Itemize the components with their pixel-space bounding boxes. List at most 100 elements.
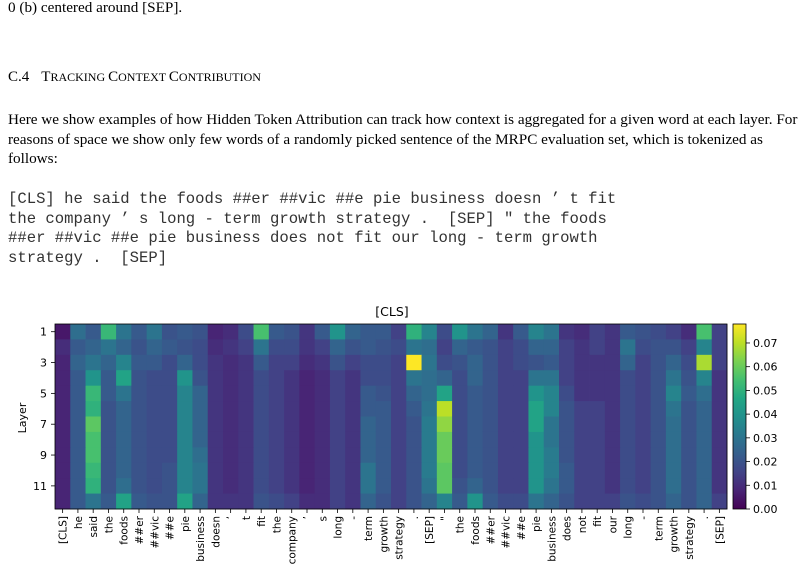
heatmap-cell: [559, 447, 575, 464]
heatmap-cell: [100, 447, 117, 464]
title-capital: C: [168, 69, 179, 85]
heatmap-cell: [681, 370, 697, 387]
heatmap-cell: [589, 447, 606, 464]
heatmap-cell: [391, 401, 407, 417]
heatmap-cell: [696, 354, 713, 371]
heatmap-cell: [268, 401, 285, 417]
heatmap-cell: [559, 339, 575, 356]
heatmap-cell: [345, 370, 361, 387]
x-tick-label: does: [562, 516, 574, 541]
heatmap-cell: [665, 401, 682, 417]
heatmap-cell: [314, 324, 331, 340]
heatmap-cell: [55, 401, 71, 417]
heatmap-cell: [452, 416, 468, 433]
heatmap-cell: [604, 478, 621, 494]
heatmap-cell: [85, 431, 102, 448]
heatmap-cell: [207, 324, 224, 340]
colorbar-tick-label: 0.07: [753, 337, 778, 350]
y-tick-label: 5: [40, 387, 47, 400]
title-small-caps: ONTRIBUTION: [178, 70, 261, 84]
heatmap-cell: [192, 478, 209, 494]
heatmap-cell: [681, 462, 697, 479]
heatmap-cell: [284, 401, 300, 417]
heatmap-title: [CLS]: [375, 304, 408, 319]
heatmap-cell: [559, 431, 575, 448]
heatmap-cell: [70, 431, 86, 448]
heatmap-cell: [268, 324, 285, 340]
heatmap-cell: [284, 385, 300, 402]
heatmap-cell: [268, 478, 285, 494]
x-tick-label: business: [195, 516, 207, 562]
heatmap-cell: [482, 385, 499, 402]
heatmap-cell: [543, 431, 560, 448]
heatmap-cell: [497, 416, 514, 433]
heatmap-cell: [482, 370, 499, 387]
y-axis-ticks: 1 3 5 7 9 11: [33, 326, 55, 493]
heatmap-cell: [253, 324, 270, 340]
heatmap-cell: [681, 493, 697, 510]
heatmap-cell: [391, 370, 407, 387]
heatmap-cell: [650, 370, 667, 387]
heatmap-cell: [299, 401, 316, 417]
heatmap-cell: [574, 416, 590, 433]
x-tick-label: term: [653, 516, 665, 541]
heatmap-cell: [70, 370, 86, 387]
heatmap-cell: [131, 447, 148, 464]
heatmap-cell: [467, 354, 484, 371]
heatmap-cell: [604, 370, 621, 387]
heatmap-cell: [604, 354, 621, 371]
heatmap-cell: [253, 385, 270, 402]
heatmap-cell: [528, 431, 545, 448]
x-tick-label: ’: [226, 516, 238, 519]
heatmap-cell: [497, 354, 514, 371]
heatmap-cell: [238, 385, 254, 402]
heatmap-cell: [528, 447, 545, 464]
heatmap-cell: [482, 339, 499, 356]
heatmap-cell: [253, 431, 270, 448]
heatmap-cell: [528, 370, 545, 387]
heatmap-cell: [161, 401, 178, 417]
heatmap-cell: [711, 401, 728, 417]
heatmap-cell: [116, 385, 132, 402]
heatmap-cell: [85, 324, 102, 340]
heatmap-cell: [223, 462, 239, 479]
heatmap-cell: [131, 370, 148, 387]
heatmap-cell: [574, 354, 590, 371]
heatmap-cell: [100, 478, 117, 494]
heatmap-cell: [513, 339, 529, 356]
heatmap-cell: [131, 493, 148, 510]
heatmap-cell: [696, 462, 713, 479]
heatmap-cell: [620, 354, 636, 371]
heatmap-cell: [192, 493, 209, 510]
heatmap-cell: [497, 462, 514, 479]
heatmap-cell: [421, 416, 438, 433]
section-title: TRACKING CONTEXT CONTRIBUTION: [41, 69, 261, 85]
heatmap-cell: [70, 493, 86, 510]
heatmap-cell: [177, 324, 193, 340]
heatmap-cell: [192, 431, 209, 448]
heatmap-cell: [574, 431, 590, 448]
heatmap-cell: [238, 416, 254, 433]
heatmap-cell: [192, 416, 209, 433]
heatmap-cell: [55, 354, 71, 371]
heatmap-cell: [314, 354, 331, 371]
heatmap-cell: [513, 447, 529, 464]
heatmap-cell: [559, 478, 575, 494]
heatmap-cell: [192, 385, 209, 402]
heatmap-cell: [314, 339, 331, 356]
heatmap-cell: [268, 493, 285, 510]
heatmap-cell: [482, 401, 499, 417]
heatmap-cell: [696, 339, 713, 356]
heatmap-cell: [238, 339, 254, 356]
heatmap-cell: [345, 478, 361, 494]
heatmap-cell: [421, 339, 438, 356]
heatmap-cell: [55, 447, 71, 464]
heatmap-cell: [604, 431, 621, 448]
heatmap-cell: [253, 416, 270, 433]
y-axis-label: Layer: [16, 402, 29, 433]
heatmap-cell: [360, 324, 377, 340]
heatmap-cell: [696, 416, 713, 433]
x-tick-label: fit: [592, 516, 604, 527]
x-tick-label: ": [439, 516, 451, 521]
heatmap-cell: [452, 493, 468, 510]
